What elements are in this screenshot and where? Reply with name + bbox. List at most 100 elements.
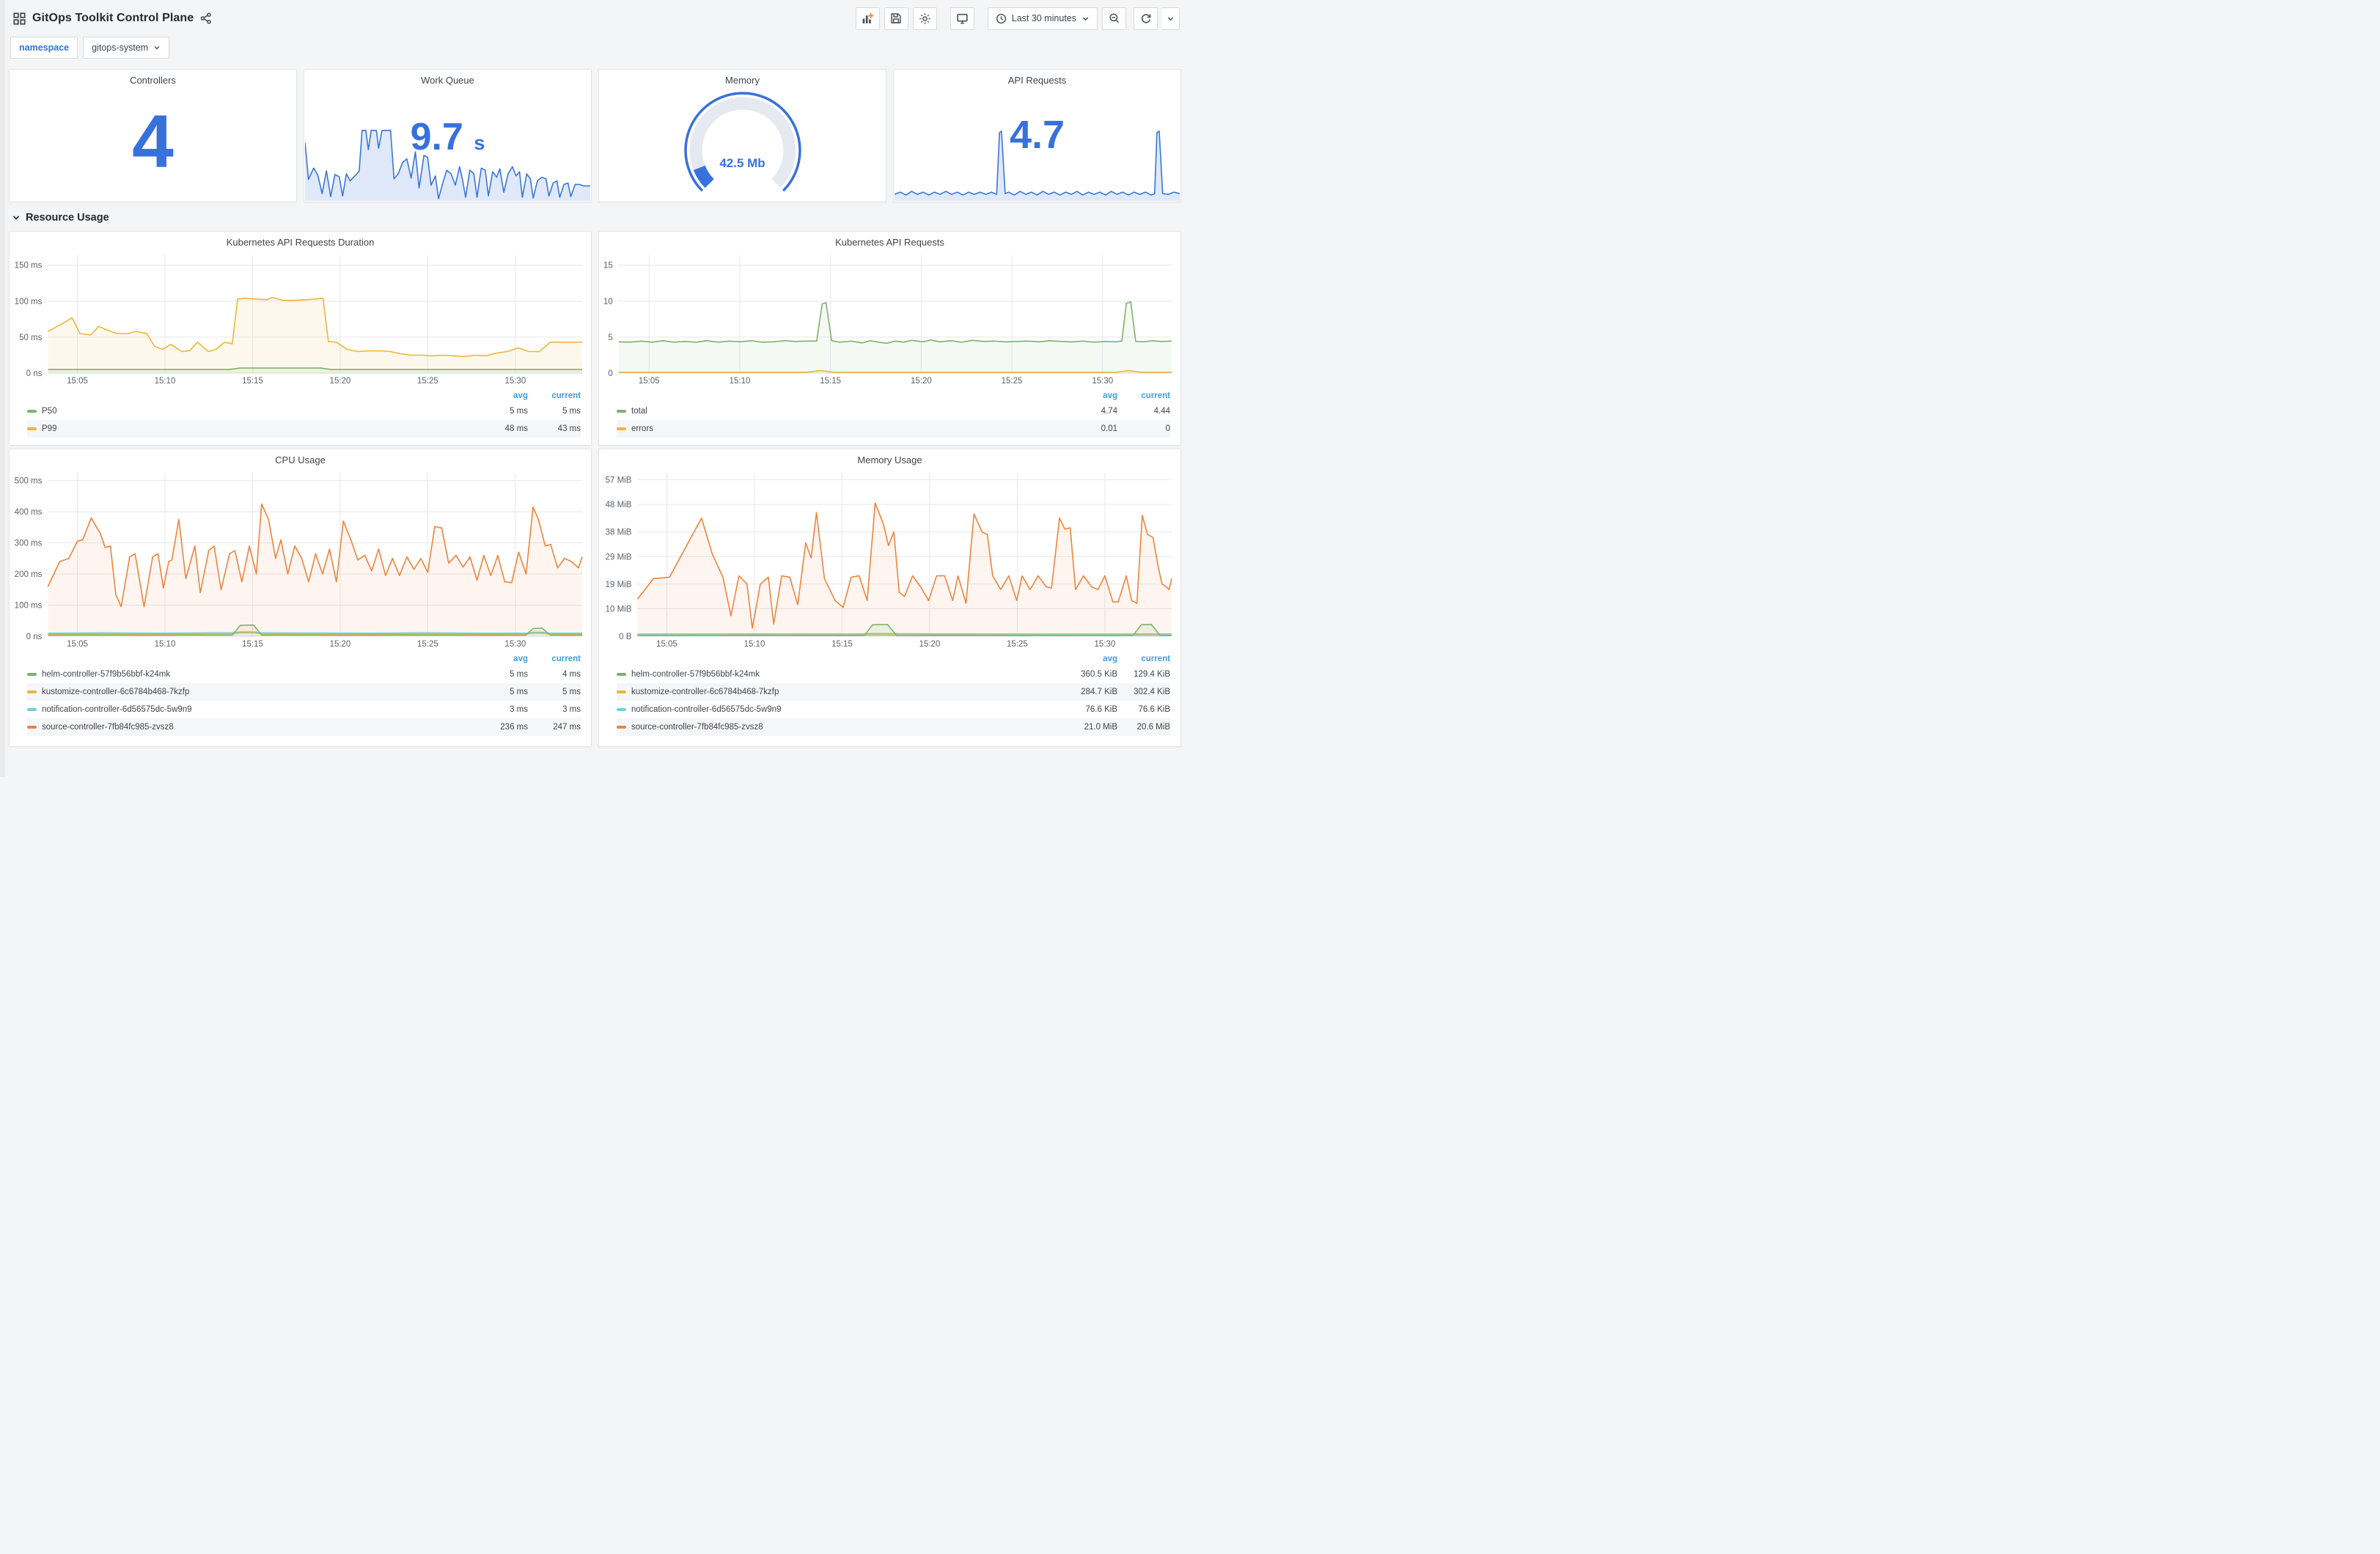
legend-current: 76.6 KiB: [1138, 705, 1170, 714]
series-name: helm-controller-57f9b56bbf-k24mk: [42, 670, 171, 679]
y-axis-label: 0 B: [619, 633, 632, 641]
cycle-view-mode-button[interactable]: [950, 7, 974, 30]
save-dashboard-button[interactable]: [884, 7, 908, 30]
legend-column-avg[interactable]: avg: [1103, 391, 1117, 400]
legend-column-current[interactable]: current: [1141, 391, 1170, 400]
x-axis-label: 15:15: [242, 640, 263, 649]
x-axis-label: 15:15: [242, 377, 263, 386]
legend-avg: 21.0 MiB: [1084, 723, 1117, 732]
legend-current: 43 ms: [557, 424, 581, 433]
duration-chart[interactable]: 15:05 15:10 15:15 15:20 15:25 15:30 0 ns 50 ms 1…: [10, 249, 591, 387]
legend-row[interactable]: P99 48 ms 43 ms: [27, 420, 581, 438]
panel-controllers[interactable]: Controllers 4: [9, 69, 297, 202]
legend-row[interactable]: total 4.74 4.44: [617, 402, 1170, 420]
legend-row[interactable]: P50 5 ms 5 ms: [27, 402, 581, 420]
gauge-arc: [689, 97, 796, 188]
x-axis-label: 15:05: [67, 640, 88, 649]
series-name: source-controller-7fb84fc985-zvsz8: [631, 723, 763, 732]
y-axis-label: 57 MiB: [606, 476, 632, 485]
legend-current: 5 ms: [562, 688, 581, 696]
legend-row[interactable]: helm-controller-57f9b56bbf-k24mk 5 ms 4 ms: [27, 666, 581, 683]
series-color-dash-icon: [617, 708, 626, 711]
time-range-label: Last 30 minutes: [1011, 13, 1076, 23]
legend-current: 247 ms: [553, 723, 581, 732]
x-axis-label: 15:15: [820, 377, 841, 386]
series-name: source-controller-7fb84fc985-zvsz8: [42, 723, 174, 732]
sparkline-line: [305, 130, 590, 199]
cpu-chart[interactable]: 15:05 15:10 15:15 15:20 15:25 15:30 0 ns 100 ms…: [10, 467, 591, 650]
requests-chart[interactable]: 15:05 15:10 15:15 15:20 15:25 15:30 0 5 10 15: [599, 249, 1180, 387]
legend-column-current[interactable]: current: [551, 391, 581, 400]
x-axis-label: 15:10: [730, 377, 751, 386]
legend-avg: 5 ms: [510, 670, 528, 679]
legend-column-avg[interactable]: avg: [513, 654, 528, 663]
legend-current: 302.4 KiB: [1134, 688, 1170, 696]
series-line-source-controller: [636, 502, 1172, 629]
y-axis-label: 5: [608, 334, 612, 342]
legend-label: helm-controller-57f9b56bbf-k24mk: [617, 670, 1065, 679]
panel-cpu-usage[interactable]: CPU Usage 15:05 15:10 15:15 15:20 15:25 15:30…: [9, 449, 592, 747]
series-line-P50: [48, 367, 582, 370]
y-axis-label: 100 ms: [15, 298, 43, 306]
panel-memory-usage[interactable]: Memory Usage 15:05 15:10 15:15 15:20 15:25 15…: [598, 449, 1181, 747]
time-range-picker[interactable]: Last 30 minutes: [987, 7, 1098, 30]
namespace-select[interactable]: gitops-system: [83, 37, 170, 59]
legend-avg: 236 ms: [500, 723, 528, 732]
refresh-button-group: [1134, 7, 1180, 30]
panel-k8s-api-requests[interactable]: Kubernetes API Requests 15:05 15:10 15:15 1…: [598, 231, 1181, 446]
y-axis-label: 38 MiB: [606, 529, 632, 537]
add-panel-button[interactable]: [855, 7, 880, 30]
x-axis-label: 15:20: [330, 377, 351, 386]
refresh-button[interactable]: [1134, 7, 1158, 30]
series-name: notification-controller-6d56575dc-5w9n9: [631, 705, 782, 714]
legend-column-avg[interactable]: avg: [513, 391, 528, 400]
legend-current: 4.44: [1153, 407, 1170, 416]
memory-chart[interactable]: 15:05 15:10 15:15 15:20 15:25 15:30 0 B 10 MiB 1…: [599, 467, 1180, 650]
legend-row[interactable]: source-controller-7fb84fc985-zvsz8 21.0 M…: [617, 718, 1170, 736]
series-color-dash-icon: [27, 673, 37, 676]
memory-value: 42.5 Mb: [719, 156, 765, 170]
legend-avg: 0.01: [1101, 424, 1117, 433]
charts-row-2: CPU Usage 15:05 15:10 15:15 15:20 15:25 15:30…: [0, 446, 1190, 747]
legend-row[interactable]: errors 0.01 0: [617, 420, 1170, 438]
panel-k8s-api-requests-duration[interactable]: Kubernetes API Requests Duration 15:05 15…: [9, 231, 592, 446]
panel-api-requests[interactable]: API Requests 4.7: [893, 69, 1181, 202]
refresh-interval-dropdown[interactable]: [1162, 7, 1180, 30]
legend-current: 3 ms: [562, 705, 581, 714]
series-line-kustomize-controller: [48, 632, 582, 635]
x-axis-label: 15:05: [656, 640, 677, 649]
work-queue-sparkline: [305, 127, 590, 201]
x-axis-label: 15:30: [505, 377, 526, 386]
zoom-out-button[interactable]: [1102, 7, 1126, 30]
legend-row[interactable]: notification-controller-6d56575dc-5w9n9 7…: [617, 701, 1170, 718]
x-axis-label: 15:25: [417, 377, 438, 386]
y-axis-label: 10 MiB: [606, 605, 632, 614]
legend-row[interactable]: kustomize-controller-6c6784b468-7kzfp 5 m…: [27, 683, 581, 701]
legend-label: P50: [27, 407, 475, 416]
legend-column-current[interactable]: current: [1141, 654, 1170, 663]
duration-legend: avg current P50 5 ms 5 ms P99 48 ms 43 ms: [10, 387, 591, 442]
row-resource-usage[interactable]: Resource Usage: [0, 202, 1190, 228]
legend-column-avg[interactable]: avg: [1103, 654, 1117, 663]
legend-column-current[interactable]: current: [551, 654, 581, 663]
legend-current: 0: [1165, 424, 1170, 433]
legend-row[interactable]: source-controller-7fb84fc985-zvsz8 236 ms…: [27, 718, 581, 736]
panel-memory[interactable]: Memory 42.5 Mb: [598, 69, 886, 202]
dashboard-page: GitOps Toolkit Control Plane: [0, 0, 1190, 777]
dashboard-settings-button[interactable]: [912, 7, 937, 30]
x-axis-label: 15:25: [417, 640, 438, 649]
legend-label: kustomize-controller-6c6784b468-7kzfp: [27, 688, 475, 696]
requests-legend: avg current total 4.74 4.44 errors 0.01 0: [599, 387, 1180, 442]
series-color-dash-icon: [617, 691, 626, 693]
legend-avg: 5 ms: [510, 407, 528, 416]
series-name: kustomize-controller-6c6784b468-7kzfp: [42, 688, 190, 696]
share-icon[interactable]: [200, 12, 212, 24]
legend-label: source-controller-7fb84fc985-zvsz8: [27, 723, 475, 732]
series-line-P99: [48, 297, 582, 358]
panel-work-queue[interactable]: Work Queue 9.7 s: [304, 69, 592, 202]
legend-row[interactable]: notification-controller-6d56575dc-5w9n9 3…: [27, 701, 581, 718]
series-line-notification-controller: [48, 631, 582, 634]
legend-row[interactable]: kustomize-controller-6c6784b468-7kzfp 284…: [617, 683, 1170, 701]
y-axis-label: 19 MiB: [606, 581, 632, 589]
legend-row[interactable]: helm-controller-57f9b56bbf-k24mk 360.5 Ki…: [617, 666, 1170, 683]
